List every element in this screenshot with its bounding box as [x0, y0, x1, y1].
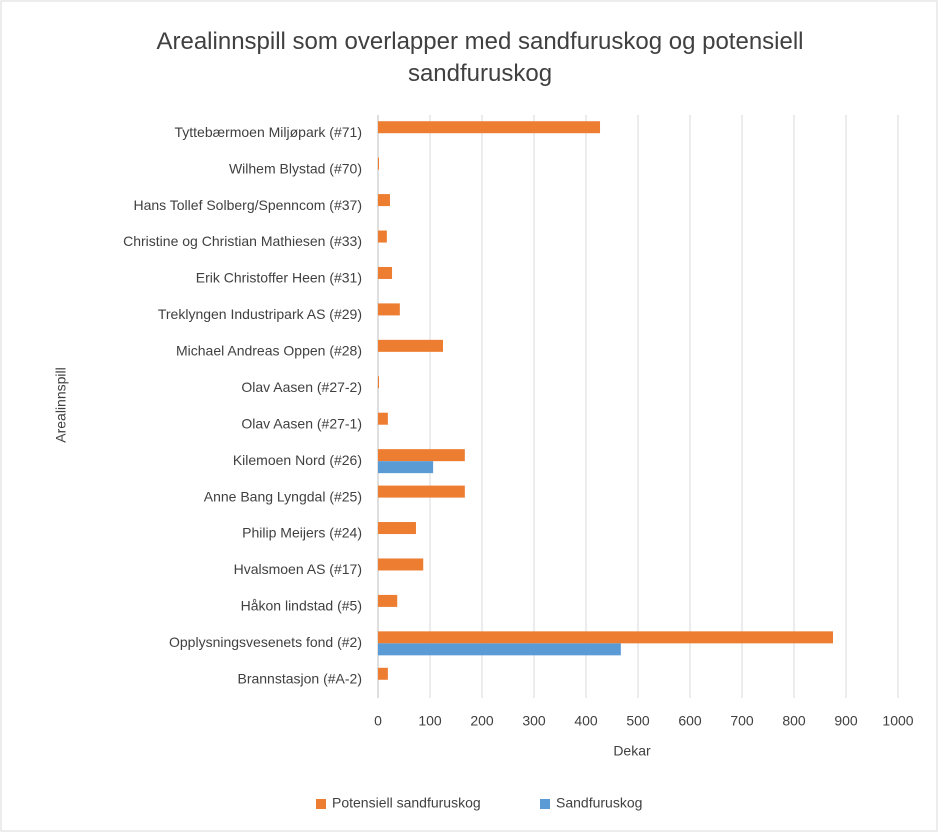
- y-tick-label: Opplysningsvesenets fond (#2): [169, 634, 362, 650]
- y-tick-label: Michael Andreas Oppen (#28): [176, 343, 362, 359]
- bar: [378, 558, 424, 571]
- bar: [378, 522, 416, 535]
- bar: [378, 667, 388, 680]
- legend-swatch: [540, 799, 550, 809]
- x-tick-label: 400: [574, 713, 598, 729]
- y-tick-label: Olav Aasen (#27-2): [241, 379, 362, 395]
- y-tick-label: Anne Bang Lyngdal (#25): [204, 488, 362, 504]
- y-axis-label: Arealinnspill: [53, 367, 69, 442]
- y-tick-label: Håkon lindstad (#5): [241, 598, 362, 614]
- y-tick-label: Olav Aasen (#27-1): [241, 415, 362, 431]
- chart-title: Arealinnspill som overlapper med sandfur…: [156, 28, 804, 87]
- bar: [378, 194, 390, 207]
- x-tick-label: 100: [418, 713, 442, 729]
- bar: [378, 485, 465, 498]
- legend-label: Sandfuruskog: [556, 795, 642, 811]
- bar: [378, 449, 465, 462]
- y-tick-label: Tyttebærmoen Miljøpark (#71): [174, 124, 362, 140]
- x-tick-label: 500: [626, 713, 650, 729]
- x-tick-label: 800: [782, 713, 806, 729]
- bar: [378, 643, 621, 656]
- bar: [378, 121, 601, 134]
- bar: [378, 266, 393, 279]
- y-tick-label: Wilhem Blystad (#70): [229, 160, 362, 176]
- x-tick-label: 900: [834, 713, 858, 729]
- bar: [378, 594, 398, 607]
- bar: [378, 157, 380, 170]
- bar: [378, 631, 833, 644]
- bar: [378, 303, 400, 316]
- y-tick-label: Treklyngen Industripark AS (#29): [158, 306, 362, 322]
- bar: [378, 339, 443, 352]
- bar: [378, 461, 434, 474]
- y-tick-label: Hans Tollef Solberg/Spenncom (#37): [133, 197, 362, 213]
- legend-label: Potensiell sandfuruskog: [332, 795, 481, 811]
- y-tick-label: Erik Christoffer Heen (#31): [196, 270, 362, 286]
- legend-swatch: [316, 799, 326, 809]
- y-tick-label: Brannstasjon (#A-2): [237, 670, 362, 686]
- x-tick-label: 1000: [882, 713, 913, 729]
- y-tick-label: Philip Meijers (#24): [242, 525, 362, 541]
- y-tick-label: Christine og Christian Mathiesen (#33): [123, 233, 362, 249]
- bar: [378, 376, 380, 389]
- bar: [378, 412, 388, 425]
- x-axis-label: Dekar: [613, 743, 651, 759]
- x-tick-label: 300: [522, 713, 546, 729]
- y-tick-label: Hvalsmoen AS (#17): [234, 561, 362, 577]
- bar: [378, 230, 387, 243]
- x-tick-label: 700: [730, 713, 754, 729]
- y-tick-label: Kilemoen Nord (#26): [233, 452, 362, 468]
- x-tick-label: 600: [678, 713, 702, 729]
- x-tick-label: 0: [374, 713, 382, 729]
- x-tick-label: 200: [470, 713, 494, 729]
